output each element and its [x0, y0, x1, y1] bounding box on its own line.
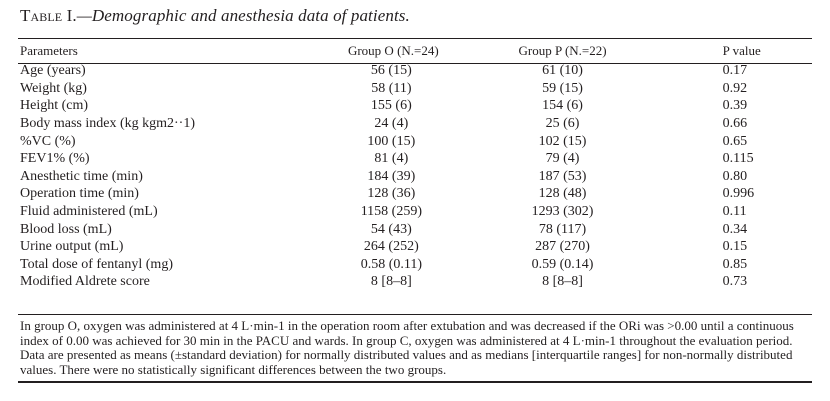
header-p-value: P value [722, 43, 761, 58]
row-group-p: 79 (4) [545, 151, 580, 167]
table-row: Blood loss (mL) 54 (43) 78 (117) 0.34 [18, 220, 812, 238]
header-row: Parameters Group O (N.=24) Group P (N.=2… [18, 40, 812, 62]
row-group-p: 187 (53) [538, 168, 587, 184]
row-group-p: 78 (117) [538, 221, 587, 237]
row-parameter: Total dose of fentanyl (mg) [20, 256, 173, 272]
row-parameter: Urine output (mL) [20, 239, 124, 255]
row-group-o: 128 (36) [367, 186, 416, 202]
footnote-rule [18, 381, 812, 383]
row-parameter: FEV1% (%) [20, 151, 90, 167]
table-footnote: In group O, oxygen was administered at 4… [20, 318, 812, 377]
top-rule [18, 38, 812, 39]
row-p-value: 0.34 [722, 221, 748, 237]
table-body: Age (years) 56 (15) 61 (10) 0.17 Weight (kg)… [18, 62, 812, 291]
row-parameter: Body mass index (kg kgm2··1) [20, 116, 195, 132]
bottom-rule [18, 314, 812, 315]
row-group-p: 102 (15) [538, 133, 587, 149]
table-row: Fluid administered (mL) 1158 (259) 1293 (3… [18, 203, 812, 221]
row-p-value: 0.85 [722, 256, 748, 272]
row-group-o: 24 (4) [374, 116, 409, 132]
row-p-value: 0.996 [722, 186, 755, 202]
table-row: Total dose of fentanyl (mg) 0.58 (0.11) 0.… [18, 256, 812, 274]
row-p-value: 0.66 [722, 116, 748, 132]
row-parameter: Age (years) [20, 63, 86, 79]
footnote-text: In group O, oxygen was administered at 4… [20, 318, 794, 377]
table-row: Operation time (min) 128 (36) 128 (48) 0.99… [18, 185, 812, 203]
row-group-o: 155 (6) [370, 98, 412, 114]
row-group-p: 59 (15) [542, 80, 583, 96]
row-parameter: Height (cm) [20, 98, 89, 114]
row-p-value: 0.17 [722, 63, 748, 79]
row-p-value: 0.11 [722, 204, 747, 220]
row-group-o: 100 (15) [367, 133, 416, 149]
table-row: Weight (kg) 58 (11) 59 (15) 0.92 [18, 80, 812, 98]
table-row: Modified Aldrete score 8 [8–8] 8 [8–8] 0.73 [18, 273, 812, 291]
row-group-o: 58 (11) [371, 80, 412, 96]
table-row: FEV1% (%) 81 (4) 79 (4) 0.115 [18, 150, 812, 168]
row-p-value: 0.80 [722, 168, 748, 184]
row-parameter: Weight (kg) [20, 80, 87, 96]
row-group-p: 25 (6) [545, 116, 580, 132]
row-group-o: 8 [8–8] [370, 274, 412, 290]
row-p-value: 0.65 [722, 133, 748, 149]
table-row: %VC (%) 100 (15) 102 (15) 0.65 [18, 132, 812, 150]
row-group-p: 1293 (302) [531, 204, 594, 220]
row-group-p: 0.59 (0.14) [531, 256, 594, 272]
row-p-value: 0.39 [722, 98, 748, 114]
table-number: Table I. [20, 6, 77, 25]
row-group-o: 54 (43) [370, 221, 412, 237]
table-row: Urine output (mL) 264 (252) 287 (270) 0.15 [18, 238, 812, 256]
header-group-p: Group P (N.=22) [518, 43, 607, 58]
row-group-p: 128 (48) [538, 186, 587, 202]
row-parameter: Operation time (min) [20, 186, 139, 202]
table-row: Anesthetic time (min) 184 (39) 187 (53) 0.8… [18, 168, 812, 186]
table-row: Age (years) 56 (15) 61 (10) 0.17 [18, 62, 812, 80]
row-group-o: 81 (4) [374, 151, 409, 167]
row-parameter: Anesthetic time (min) [20, 168, 143, 184]
row-parameter: %VC (%) [20, 133, 76, 149]
row-parameter: Fluid administered (mL) [20, 204, 158, 220]
table-title: Table I.—Demographic and anesthesia data… [20, 6, 410, 26]
row-group-p: 61 (10) [542, 63, 583, 79]
table-row: Body mass index (kg kgm2··1) 24 (4) 25 (6)… [18, 115, 812, 133]
row-group-o: 0.58 (0.11) [360, 256, 422, 272]
row-p-value: 0.15 [722, 239, 748, 255]
row-group-o: 56 (15) [370, 63, 412, 79]
row-parameter: Modified Aldrete score [20, 274, 150, 290]
header-rule [18, 63, 812, 64]
row-group-o: 1158 (259) [360, 204, 422, 220]
table-caption: —Demographic and anesthesia data of pati… [76, 6, 410, 25]
row-group-p: 154 (6) [542, 98, 583, 114]
row-group-o: 184 (39) [367, 168, 416, 184]
row-p-value: 0.92 [722, 80, 748, 96]
row-group-o: 264 (252) [363, 239, 419, 255]
header-group-o: Group O (N.=24) [347, 43, 439, 58]
data-table: Parameters Group O (N.=24) Group P (N.=2… [18, 40, 812, 291]
row-group-p: 8 [8–8] [542, 274, 583, 290]
row-parameter: Blood loss (mL) [20, 221, 112, 237]
row-p-value: 0.115 [722, 151, 754, 167]
row-group-p: 287 (270) [535, 239, 590, 255]
header-parameters: Parameters [20, 43, 78, 58]
row-p-value: 0.73 [722, 274, 748, 290]
table-row: Height (cm) 155 (6) 154 (6) 0.39 [18, 97, 812, 115]
